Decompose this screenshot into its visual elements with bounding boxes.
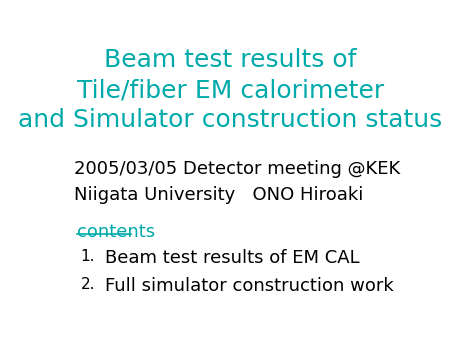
Text: Beam test results of
Tile/fiber EM calorimeter
and Simulator construction status: Beam test results of Tile/fiber EM calor… [18,48,443,132]
Text: 2.: 2. [81,277,95,292]
Text: Full simulator construction work: Full simulator construction work [105,277,394,295]
Text: 2005/03/05 Detector meeting @KEK: 2005/03/05 Detector meeting @KEK [74,160,400,178]
Text: contents: contents [77,223,155,241]
Text: 1.: 1. [81,249,95,264]
Text: Niigata University   ONO Hiroaki: Niigata University ONO Hiroaki [74,186,363,204]
Text: Beam test results of EM CAL: Beam test results of EM CAL [105,249,360,267]
